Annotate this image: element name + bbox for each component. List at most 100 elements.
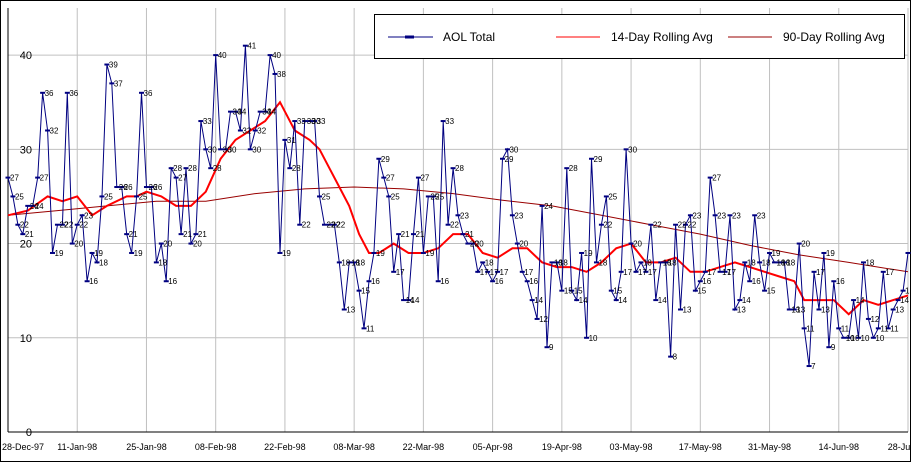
aol-data-label: 19 [772, 249, 781, 258]
aol-data-label: 19 [134, 249, 143, 258]
aol-data-label: 30 [228, 145, 237, 154]
aol-data-label: 17 [727, 268, 736, 277]
aol-data-label: 24 [544, 202, 553, 211]
x-tick-label: 11-Jan-98 [57, 442, 97, 452]
legend: AOL Total 14-Day Rolling Avg 90-Day Roll… [374, 14, 905, 59]
aol-data-label: 23 [692, 211, 701, 220]
aol-data-label: 17 [722, 268, 731, 277]
aol-data-label: 21 [183, 230, 192, 239]
aol-data-label: 19 [584, 249, 593, 258]
x-tick-label: 08-Mar-98 [333, 442, 375, 452]
aol-data-label: 28 [569, 164, 578, 173]
aol-data-label: 22 [678, 221, 687, 230]
aol-data-label: 18 [762, 258, 771, 267]
aol-data-label: 13 [346, 306, 355, 315]
aol-data-label: 22 [687, 221, 696, 230]
aol-data-label: 20 [475, 240, 484, 249]
x-tick-label: 08-Feb-98 [195, 442, 237, 452]
aol-data-label: 18 [781, 258, 790, 267]
x-tick-label: 17-May-98 [679, 442, 722, 452]
aol-data-label: 23 [514, 211, 523, 220]
aol-data-label: 18 [158, 258, 167, 267]
aol-data-label: 17 [648, 268, 657, 277]
legend-box [374, 14, 905, 59]
aol-data-label: 11 [366, 324, 375, 333]
aol-data-label: 25 [139, 192, 148, 201]
aol-data-label: 26 [119, 183, 128, 192]
aol-data-label: 23 [460, 211, 469, 220]
aol-data-label: 32 [242, 126, 251, 135]
aol-data-label: 13 [796, 306, 805, 315]
aol-data-label: 10 [851, 334, 860, 343]
aol-data-label: 11 [841, 324, 850, 333]
aol-data-label: 15 [361, 287, 370, 296]
aol-data-label: 27 [178, 174, 187, 183]
aol-data-label: 30 [223, 145, 232, 154]
aol-data-label: 19 [55, 249, 64, 258]
aol-data-label: 19 [425, 249, 434, 258]
y-tick-label: 40 [20, 50, 32, 62]
aol-data-label: 39 [109, 61, 118, 70]
aol-data-label: 34 [237, 108, 246, 117]
aol-data-label: 20 [519, 240, 528, 249]
aol-data-label: 19 [826, 249, 835, 258]
aol-data-label: 17 [500, 268, 509, 277]
aol-data-label: 17 [623, 268, 632, 277]
aol-data-label: 18 [341, 258, 350, 267]
aol-data-label: 17 [707, 268, 716, 277]
aol-data-label: 36 [144, 89, 153, 98]
aol-data-label: 18 [559, 258, 568, 267]
aol-data-label: 28 [213, 164, 222, 173]
axes [7, 8, 908, 433]
y-tick-label: 0 [26, 427, 32, 439]
legend-label-aol: AOL Total [443, 30, 495, 44]
aol-data-label: 13 [821, 306, 830, 315]
aol-data-label: 40 [218, 51, 227, 60]
aol-data-label: 15 [767, 287, 776, 296]
aol-data-label: 10 [875, 334, 884, 343]
aol-data-label: 11 [880, 324, 889, 333]
aol-data-label: 26 [153, 183, 162, 192]
aol-data-label: 14 [411, 296, 420, 305]
aol-data-label: 14 [579, 296, 588, 305]
aol-data-label: 9 [831, 343, 836, 352]
aol-data-label: 13 [737, 306, 746, 315]
aol-data-label: 21 [129, 230, 138, 239]
aol-data-label: 21 [465, 230, 474, 239]
aol-data-label: 25 [15, 192, 24, 201]
aol-data-label: 33 [203, 117, 212, 126]
aol-data-label: 28 [455, 164, 464, 173]
aol-data-label: 18 [351, 258, 360, 267]
aol-data-label: 27 [712, 174, 721, 183]
aol-data-label: 33 [312, 117, 321, 126]
aol-data-label: 18 [643, 258, 652, 267]
aol-data-label: 18 [485, 258, 494, 267]
aol-data-label: 22 [603, 221, 612, 230]
aol-data-label: 31 [287, 136, 296, 145]
aol-data-label: 34 [233, 108, 242, 117]
aol-data-label: 22 [64, 221, 73, 230]
data-labels: 2725222124242736321922223620222316191825… [10, 42, 911, 371]
aol-data-label: 20 [74, 240, 83, 249]
aol-data-label: 23 [84, 211, 93, 220]
aol-data-label: 25 [322, 192, 331, 201]
aol-data-label: 18 [663, 258, 672, 267]
aol-data-label: 20 [801, 240, 810, 249]
aol-data-label: 11 [806, 324, 815, 333]
aol-data-label: 30 [208, 145, 217, 154]
x-tick-label: 19-Apr-98 [542, 442, 582, 452]
aol-data-label: 28 [173, 164, 182, 173]
aol-data-label: 18 [747, 258, 756, 267]
aol-data-label: 32 [50, 126, 59, 135]
aol-data-label: 16 [702, 277, 711, 286]
aol-data-label: 12 [539, 315, 548, 324]
legend-label-14day: 14-Day Rolling Avg [611, 30, 713, 44]
aol-data-label: 18 [776, 258, 785, 267]
aol-data-label: 29 [381, 155, 390, 164]
series-14day-line [7, 100, 909, 316]
x-tick-label: 25-Jan-98 [126, 442, 167, 452]
aol-data-label: 26 [148, 183, 157, 192]
aol-data-label: 16 [440, 277, 449, 286]
aol-data-label: 18 [554, 258, 563, 267]
aol-data-label: 16 [836, 277, 845, 286]
